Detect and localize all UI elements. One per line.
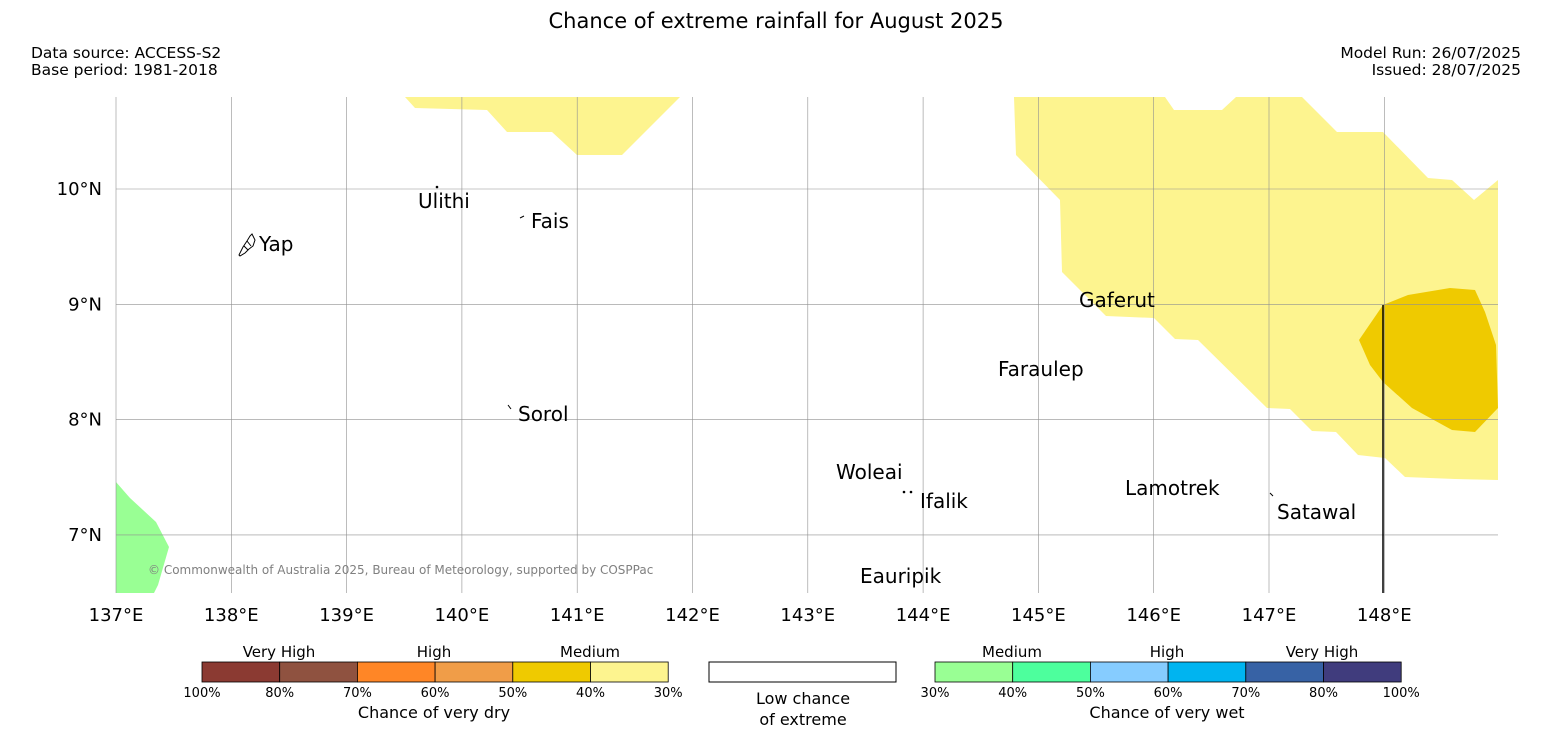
lon-tick-label: 142°E [665,605,720,626]
place-label-woleai: Woleai [836,460,903,484]
lon-tick-label: 148°E [1357,605,1412,626]
wet-category-high: High [1150,643,1184,661]
wet-percent-label: 50% [1076,686,1105,701]
legend-low-chance: Low chance of extreme [708,661,897,729]
lon-tick-label: 141°E [550,605,605,626]
map-title: Chance of extreme rainfall for August 20… [548,9,1004,33]
wet-percent-label: 60% [1154,686,1183,701]
legend-very-wet: Medium High Very High 30% 40% 50% 60% 70% 80%… [921,643,1420,722]
lat-tick-label: 9°N [68,294,102,315]
dry-category-medium: Medium [560,643,620,661]
place-label-ulithi: Ulithi [418,189,470,213]
wet-percent-label: 80% [1309,686,1338,701]
dry-swatch [590,661,669,683]
ifalik-atoll-marker [909,490,913,494]
wet-swatch [1323,661,1402,683]
wet-caption: Chance of very wet [1089,703,1244,722]
lon-tick-label: 147°E [1242,605,1297,626]
woleai-atoll-marker [902,490,906,494]
lon-tick-label: 143°E [780,605,835,626]
lat-tick-label: 7°N [68,525,102,546]
lon-tick-label: 138°E [204,605,259,626]
place-label-ifalik: Ifalik [920,489,968,513]
wet-category-very-high: Very High [1286,643,1359,661]
wet-swatch [934,661,1014,683]
wet-swatch [1090,661,1169,683]
dry-percent-label: 60% [421,686,450,701]
wet-swatch [1012,661,1091,683]
dry-swatch [434,661,514,683]
island-outlines [238,185,1274,497]
place-label-eauripik: Eauripik [860,564,942,588]
medium-wet-region [116,482,169,593]
satawal-island-marker [1269,492,1274,497]
lon-tick-label: 144°E [896,605,951,626]
dry-percent-label: 50% [498,686,527,701]
dry-swatch [356,661,436,683]
place-label-gaferut: Gaferut [1079,288,1155,312]
model-run: Model Run: 26/07/2025 [1340,44,1521,62]
lon-tick-label: 137°E [89,605,144,626]
wet-category-medium: Medium [982,643,1042,661]
dry-swatch [512,661,591,683]
dry-swatch [279,661,358,683]
wet-swatch [1245,661,1324,683]
dry-percent-label: 100% [183,686,220,701]
lat-tick-label: 10°N [57,179,102,200]
wet-percent-label: 70% [1231,686,1260,701]
wet-percent-label: 40% [998,686,1027,701]
dry-percent-label: 40% [576,686,605,701]
issued-date: Issued: 28/07/2025 [1371,61,1521,79]
high-dry-region [1359,288,1498,432]
dry-percent-label: 30% [654,686,683,701]
wet-percent-label: 100% [1383,686,1420,701]
dry-category-high: High [417,643,451,661]
dry-category-very-high: Very High [243,643,316,661]
base-period: Base period: 1981-2018 [31,61,218,79]
fais-island-marker [519,215,525,219]
place-label-sorol: Sorol [518,402,569,426]
wet-swatch [1167,661,1247,683]
place-label-satawal: Satawal [1277,500,1356,524]
lon-tick-label: 145°E [1011,605,1066,626]
graticule [115,97,1498,593]
meta-right: Model Run: 26/07/2025 Issued: 28/07/2025 [1340,45,1521,79]
dry-percent-label: 80% [265,686,294,701]
dry-percent-label: 70% [343,686,372,701]
medium-dry-region-east [1014,97,1498,480]
dry-swatch [201,661,281,683]
place-label-lamotrek: Lamotrek [1125,476,1220,500]
copyright-notice: © Commonwealth of Australia 2025, Bureau… [148,563,653,577]
place-label-faraulep: Faraulep [998,357,1084,381]
sorol-atoll-marker [507,404,512,410]
legend-very-dry: Very High High Medium 100% 80% 70% 60% 50% 40… [183,643,682,722]
low-chance-swatch [708,661,897,683]
lat-tick-label: 8°N [68,410,102,431]
dry-caption: Chance of very dry [358,703,510,722]
place-label-fais: Fais [531,209,569,233]
medium-dry-region-north [405,97,680,155]
low-chance-line1: Low chance [756,689,850,708]
data-source: Data source: ACCESS-S2 [31,44,222,62]
lon-tick-label: 146°E [1126,605,1181,626]
lon-tick-label: 139°E [319,605,374,626]
wet-percent-label: 30% [921,686,950,701]
place-label-yap: Yap [258,232,293,256]
meta-left: Data source: ACCESS-S2 Base period: 1981… [31,45,221,79]
yap-island-outline [238,233,256,257]
ulithi-atoll-marker [435,185,439,189]
low-chance-line2: of extreme [759,710,846,729]
lon-tick-label: 140°E [435,605,490,626]
